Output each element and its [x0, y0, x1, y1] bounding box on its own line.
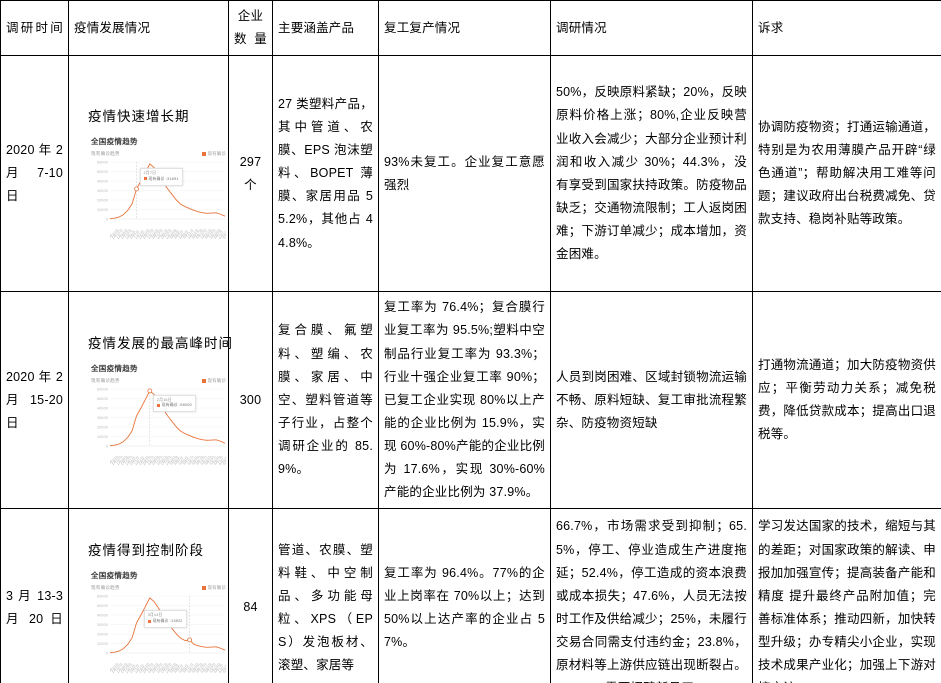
tooltip-swatch-icon	[143, 177, 147, 181]
table-row: 3 月 13-3 月 20 日 疫情得到控制阶段 全国疫情趋势 现有确诊趋势 现…	[0, 508, 941, 683]
chart-x-axis-labels: 1月20日 1月23日 1月26日 1月29日 2月1日 2月4日 2月7日 2月10日 2月1…	[110, 456, 226, 469]
legend-label: 现有确诊	[207, 151, 226, 157]
table-body: 2020 年 2 月 7-10 日 疫情快速增长期 全国疫情趋势 现有确诊趋势 …	[0, 55, 941, 683]
phase-title: 疫情发展的最高峰时间	[88, 335, 233, 351]
chart-plot: 0 10000 20000 30000 40000 50000 60000	[88, 158, 228, 232]
cell-survey: 66.7%，市场需求受到抑制；65.5%，停工、停业造成生产进度拖延；52.4%…	[550, 508, 753, 683]
phase-title: 疫情得到控制阶段	[88, 543, 204, 559]
epidemic-trend-chart: 全国疫情趋势 现有确诊趋势 现有确诊 0 10000 20000 30000 40000…	[88, 365, 228, 469]
legend-swatch-icon	[201, 378, 206, 383]
column-header-products: 主要涵盖产品	[272, 0, 379, 57]
svg-text:50000: 50000	[97, 604, 108, 608]
tooltip-swatch-icon	[147, 619, 151, 623]
cell-resume: 复工率为 76.4%；复合膜行业复工率为 95.5%;塑料中空制品行业复工率为 …	[378, 291, 551, 510]
chart-plot: 0 10000 20000 30000 40000 50000 60000	[88, 385, 228, 459]
tooltip-value: 现有确诊 :13822	[152, 619, 183, 624]
chart-x-axis-labels: 1月20日 1月23日 1月26日 1月29日 2月1日 2月4日 2月7日 2月10日 2月1…	[110, 229, 226, 242]
column-header-resume: 复工复产情况	[378, 0, 551, 57]
tooltip-date: 2月7日	[143, 171, 157, 176]
cell-survey: 人员到岗困难、区域封锁物流运输不畅、原料短缺、复工审批流程繁杂、防疫物资短缺	[550, 291, 753, 510]
column-header-time: 调研时间	[0, 0, 69, 57]
chart-legend: 现有确诊	[201, 151, 226, 157]
chart-subtitle: 现有确诊趋势	[91, 151, 120, 157]
table-row: 2020 年 2 月 15-20 日 疫情发展的最高峰时间 全国疫情趋势 现有确…	[0, 291, 941, 510]
svg-text:0: 0	[106, 218, 108, 222]
chart-tooltip: 2月16日 现有确诊 :58009	[152, 394, 196, 413]
column-header-phase: 疫情发展情况	[68, 0, 229, 57]
svg-text:40000: 40000	[97, 180, 108, 184]
chart-plot: 0 10000 20000 30000 40000 50000 60000	[88, 592, 228, 666]
svg-text:20000: 20000	[97, 425, 108, 429]
cell-time: 3 月 13-3 月 20 日	[0, 508, 69, 683]
svg-text:60000: 60000	[97, 387, 108, 391]
svg-text:60000: 60000	[97, 595, 108, 599]
svg-text:30000: 30000	[97, 416, 108, 420]
tooltip-date: 3月14日	[147, 613, 163, 618]
cell-count: 300	[228, 291, 273, 510]
cell-time: 2020 年 2 月 15-20 日	[0, 291, 69, 510]
chart-tooltip: 3月14日 现有确诊 :13822	[143, 610, 187, 628]
cell-resume: 93%未复工。企业复工意愿强烈	[378, 55, 551, 293]
legend-label: 现有确诊	[207, 377, 226, 383]
chart-subtitle: 现有确诊趋势	[91, 377, 120, 383]
svg-text:0: 0	[106, 652, 108, 656]
cell-resume: 复工率为 96.4%。77%的企业上岗率在 70%以上；达到 50%以上达产率的…	[378, 508, 551, 683]
column-header-demand: 诉求	[752, 0, 941, 57]
cell-phase: 疫情快速增长期 全国疫情趋势 现有确诊趋势 现有确诊 0 10000 20000 30…	[68, 55, 229, 293]
chart-title: 全国疫情趋势	[91, 363, 138, 373]
svg-text:20000: 20000	[97, 199, 108, 203]
chart-legend: 现有确诊	[201, 585, 226, 591]
header-row: 调研时间 疫情发展情况 企业数量 主要涵盖产品 复工复产情况 调研情况 诉求	[0, 0, 941, 57]
chart-legend: 现有确诊	[201, 377, 226, 384]
chart-title: 全国疫情趋势	[91, 571, 138, 581]
cell-products: 管道、农膜、塑料鞋、中空制品、多功能母粒、XPS（EPS）发泡板材、滚塑、家居等	[272, 508, 379, 683]
cell-phase: 疫情得到控制阶段 全国疫情趋势 现有确诊趋势 现有确诊 0 10000 20000 3…	[68, 508, 229, 683]
legend-swatch-icon	[201, 586, 206, 591]
chart-title: 全国疫情趋势	[91, 137, 138, 147]
tooltip-value: 现有确诊 :58009	[161, 403, 192, 408]
chart-x-axis-labels: 1月20日 1月23日 1月26日 1月29日 2月1日 2月4日 2月7日 2月10日 2月1…	[110, 663, 226, 676]
tooltip-value: 现有确诊 :31691	[148, 176, 179, 181]
svg-text:30000: 30000	[97, 623, 108, 627]
svg-text:10000: 10000	[97, 642, 108, 646]
phase-title: 疫情快速增长期	[88, 109, 190, 125]
cell-demand: 学习发达国家的技术，缩短与其的差距；对国家政策的解读、申报加加强宣传；提高装备产…	[752, 508, 941, 683]
tooltip-date: 2月16日	[156, 397, 172, 402]
cell-products: 复合膜、氟塑料、塑编、农膜、家居、中空、塑料管道等子行业，占整个调研企业的 85…	[272, 291, 379, 510]
svg-text:10000: 10000	[97, 435, 108, 439]
legend-swatch-icon	[201, 152, 206, 157]
svg-text:50000: 50000	[97, 170, 108, 174]
cell-survey: 50%，反映原料紧缺；20%，反映原料价格上涨；80%,企业反映营业收入会减少；…	[550, 55, 753, 293]
chart-tooltip: 2月7日 现有确诊 :31691	[139, 168, 183, 186]
cell-count: 297 个	[228, 55, 273, 293]
cell-products: 27 类塑料产品，其中管道、农膜、EPS 泡沫塑料、BOPET 薄膜、家居用品 …	[272, 55, 379, 293]
cell-time: 2020 年 2 月 7-10 日	[0, 55, 69, 293]
cell-demand: 协调防疫物资；打通运输通道，特别是为农用薄膜产品开辟“绿色通道”；帮助解决用工难…	[752, 55, 941, 293]
epidemic-trend-chart: 全国疫情趋势 现有确诊趋势 现有确诊 0 10000 20000 30000 40000…	[88, 137, 228, 243]
svg-text:20000: 20000	[97, 633, 108, 637]
svg-text:40000: 40000	[97, 406, 108, 410]
table-header: 调研时间 疫情发展情况 企业数量 主要涵盖产品 复工复产情况 调研情况 诉求	[0, 0, 941, 57]
svg-text:60000: 60000	[97, 161, 108, 165]
svg-text:30000: 30000	[97, 189, 108, 193]
chart-subtitle: 现有确诊趋势	[91, 585, 120, 591]
epidemic-trend-chart: 全国疫情趋势 现有确诊趋势 现有确诊 0 10000 20000 30000 40000…	[88, 571, 228, 677]
tooltip-swatch-icon	[156, 403, 160, 407]
svg-text:10000: 10000	[97, 208, 108, 212]
cell-phase: 疫情发展的最高峰时间 全国疫情趋势 现有确诊趋势 现有确诊 0 10000 2000…	[68, 291, 233, 510]
column-header-count: 企业数量	[228, 0, 273, 57]
cell-count: 84	[228, 508, 273, 683]
table-row: 2020 年 2 月 7-10 日 疫情快速增长期 全国疫情趋势 现有确诊趋势 …	[0, 55, 941, 293]
cell-demand: 打通物流通道；加大防疫物资供应；平衡劳动力关系；减免税费，降低贷款成本；提高出口…	[752, 291, 941, 510]
svg-text:40000: 40000	[97, 614, 108, 618]
svg-text:50000: 50000	[97, 397, 108, 401]
svg-text:0: 0	[106, 444, 108, 448]
legend-label: 现有确诊	[207, 585, 226, 591]
column-header-survey: 调研情况	[550, 0, 753, 57]
